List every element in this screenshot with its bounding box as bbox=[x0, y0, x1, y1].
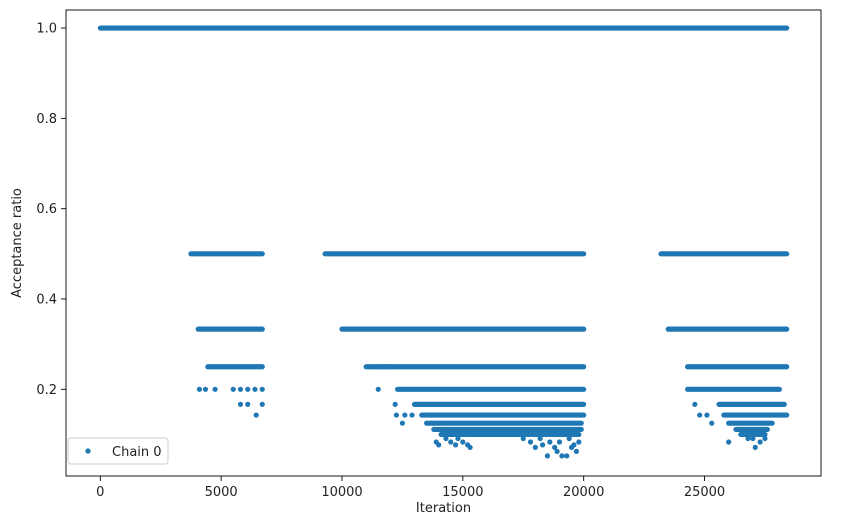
data-point bbox=[556, 439, 563, 445]
x-axis-label: Iteration bbox=[416, 501, 471, 516]
point-band bbox=[684, 364, 790, 370]
y-tick-label: 0.6 bbox=[36, 202, 57, 217]
x-tick-label: 25000 bbox=[684, 485, 725, 500]
data-point bbox=[393, 412, 399, 418]
x-tick-label: 5000 bbox=[205, 485, 238, 500]
data-point bbox=[196, 386, 203, 392]
legend-box bbox=[67, 437, 169, 465]
data-point bbox=[460, 439, 466, 445]
point-band bbox=[721, 412, 790, 418]
data-point bbox=[399, 420, 406, 426]
data-point bbox=[409, 412, 415, 418]
x-tick-label: 20000 bbox=[563, 485, 604, 500]
data-point bbox=[750, 435, 756, 442]
data-point bbox=[745, 435, 751, 442]
point-band bbox=[419, 412, 587, 418]
data-point bbox=[697, 412, 703, 418]
data-point bbox=[564, 453, 570, 459]
data-point bbox=[237, 401, 244, 407]
data-point bbox=[757, 439, 763, 445]
data-point bbox=[402, 412, 408, 418]
x-tick-label: 10000 bbox=[321, 485, 362, 500]
point-band bbox=[733, 426, 770, 433]
data-point bbox=[252, 386, 258, 392]
data-point bbox=[392, 401, 398, 407]
plot-area bbox=[66, 10, 821, 476]
data-point bbox=[515, 431, 522, 438]
x-tick-label: 0 bbox=[96, 485, 104, 500]
x-tick-label: 15000 bbox=[442, 485, 483, 500]
data-point bbox=[559, 453, 565, 459]
legend-marker bbox=[85, 448, 91, 454]
data-point bbox=[259, 401, 265, 407]
data-point bbox=[245, 401, 251, 407]
data-point bbox=[762, 435, 768, 442]
data-point bbox=[547, 439, 553, 445]
data-point bbox=[452, 442, 459, 448]
data-point bbox=[527, 439, 534, 445]
legend-label: Chain 0 bbox=[112, 445, 162, 460]
y-tick-label: 0.2 bbox=[36, 383, 57, 398]
data-point bbox=[709, 420, 715, 426]
data-point bbox=[704, 412, 710, 418]
point-band bbox=[431, 426, 584, 433]
data-point bbox=[726, 439, 732, 445]
point-band bbox=[438, 431, 582, 438]
data-point bbox=[554, 448, 560, 454]
data-point bbox=[566, 435, 572, 442]
data-points bbox=[97, 25, 790, 459]
data-point bbox=[467, 444, 473, 450]
data-point bbox=[537, 435, 543, 442]
data-point bbox=[573, 448, 580, 454]
data-point bbox=[230, 386, 236, 392]
data-point bbox=[552, 444, 558, 450]
point-band bbox=[188, 251, 265, 257]
legend: Chain 0 bbox=[67, 437, 169, 465]
data-point bbox=[202, 386, 209, 392]
data-point bbox=[375, 386, 381, 392]
data-point bbox=[385, 364, 391, 370]
point-band bbox=[684, 386, 783, 392]
data-point bbox=[443, 435, 449, 442]
point-band bbox=[322, 251, 587, 257]
data-point bbox=[237, 386, 244, 392]
point-band bbox=[716, 401, 787, 407]
data-point bbox=[448, 439, 454, 445]
point-band bbox=[205, 364, 265, 370]
data-point bbox=[532, 444, 538, 450]
point-band bbox=[658, 251, 790, 257]
data-point bbox=[455, 435, 461, 442]
data-point bbox=[380, 364, 386, 370]
data-point bbox=[568, 444, 575, 450]
data-point bbox=[212, 386, 218, 392]
point-band bbox=[394, 386, 587, 392]
point-band bbox=[726, 420, 775, 426]
data-point bbox=[245, 386, 251, 392]
y-axis-ticks: 0.2 0.4 0.6 0.8 1.0 bbox=[36, 22, 66, 398]
point-band bbox=[665, 326, 790, 332]
data-point bbox=[539, 442, 546, 448]
data-point bbox=[752, 444, 758, 450]
data-point bbox=[692, 401, 698, 407]
point-band bbox=[97, 25, 790, 31]
data-point bbox=[259, 386, 265, 392]
y-axis-label: Acceptance ratio bbox=[10, 188, 25, 298]
data-point bbox=[576, 439, 582, 445]
data-point bbox=[253, 412, 259, 418]
y-tick-label: 0.8 bbox=[36, 112, 57, 127]
data-point bbox=[520, 435, 526, 442]
point-band bbox=[423, 420, 584, 426]
plot-frame bbox=[65, 9, 822, 477]
point-band bbox=[339, 326, 587, 332]
point-band bbox=[738, 431, 768, 438]
x-axis-ticks: 0 5000 10000 15000 20000 25000 bbox=[96, 476, 725, 500]
point-band bbox=[195, 326, 265, 332]
data-point bbox=[544, 453, 551, 459]
y-tick-label: 1.0 bbox=[36, 22, 57, 37]
data-point bbox=[433, 439, 439, 445]
point-band bbox=[363, 364, 587, 370]
y-tick-label: 0.4 bbox=[36, 292, 57, 307]
point-band bbox=[411, 401, 587, 407]
